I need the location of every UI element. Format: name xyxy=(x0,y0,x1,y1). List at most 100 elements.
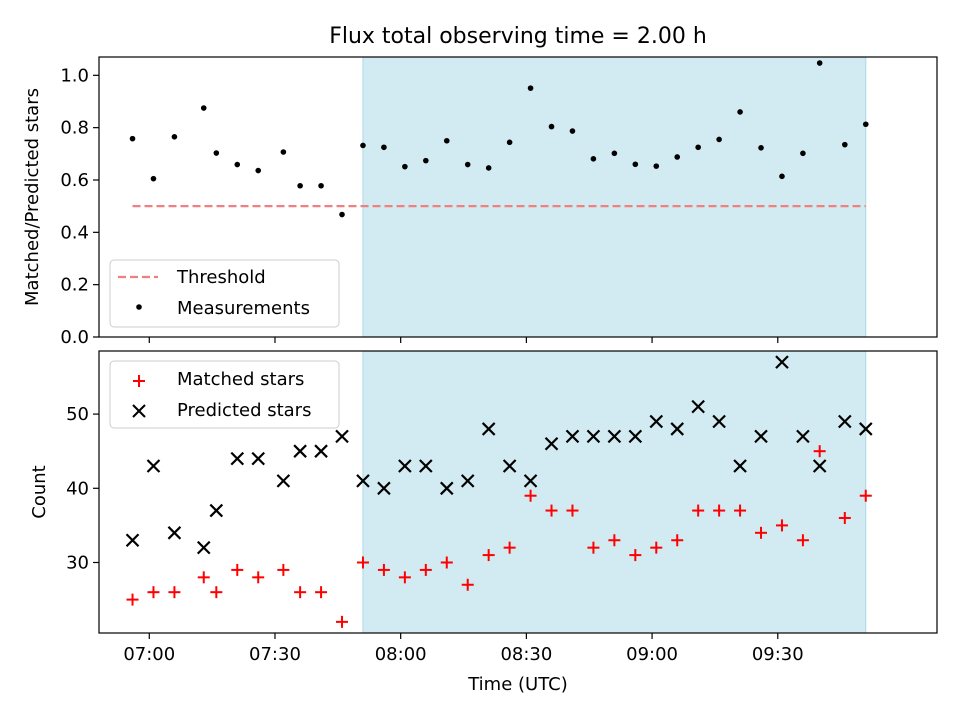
measurement-point xyxy=(339,211,345,218)
matched-stars-point xyxy=(734,504,747,517)
predicted-stars-point xyxy=(293,444,307,458)
matched-stars-point xyxy=(608,534,621,547)
top-shaded-interval-layer xyxy=(362,56,867,338)
measurement-point xyxy=(423,157,429,164)
bottom-legend-box xyxy=(109,360,340,429)
predicted-stars-point xyxy=(125,533,140,548)
matched-stars-point xyxy=(356,556,369,569)
bottom-axis-ticks: 30 40 50 07:00 07:30 08:00 08:30 09:00 09:30 xyxy=(66,404,804,665)
measurement-point xyxy=(280,149,287,155)
x-tick-label: 09:30 xyxy=(752,644,804,665)
matched-stars-point xyxy=(775,519,788,532)
predicted-stars-point xyxy=(733,459,747,473)
bottom-legend: Matched stars Predicted stars xyxy=(109,360,340,429)
predicted-stars-point xyxy=(858,422,873,436)
bot-y-tick-label: 50 xyxy=(66,404,89,425)
predicted-stars-point xyxy=(356,474,370,488)
measurement-point xyxy=(255,167,262,174)
measurement-point xyxy=(716,136,722,143)
measurement-point xyxy=(234,161,241,168)
legend-matched-swatch xyxy=(133,375,145,387)
measurement-point xyxy=(800,150,806,157)
predicted-stars-point xyxy=(314,444,328,458)
matched-stars-point xyxy=(147,586,160,599)
measurement-point xyxy=(150,175,157,182)
matched-stars-point xyxy=(692,504,705,517)
matched-stars-point xyxy=(650,541,663,554)
matched-stars-point xyxy=(859,489,872,502)
measurement-point xyxy=(842,141,848,148)
matched-stars-point xyxy=(755,526,768,539)
measurement-point xyxy=(569,128,576,134)
top-shaded-interval xyxy=(362,56,867,338)
matched-stars-point xyxy=(210,586,223,599)
top-panel: Flux total observing time = 2.00 h 0.0 0.… xyxy=(22,24,938,348)
x-tick-label: 08:30 xyxy=(500,644,552,665)
measurement-point xyxy=(611,150,618,157)
measurement-point xyxy=(213,150,220,156)
bot-y-tick-label: 40 xyxy=(66,478,89,499)
matched-stars-point xyxy=(419,563,432,576)
top-y-tick-label: 1.0 xyxy=(60,65,89,86)
predicted-stars-point xyxy=(838,414,852,429)
x-tick-label: 09:00 xyxy=(626,644,678,665)
matched-stars-point xyxy=(838,511,851,524)
top-y-tick-label: 0.4 xyxy=(60,222,89,243)
predicted-stars-point xyxy=(209,503,224,518)
legend-matched-label: Matched stars xyxy=(177,369,304,390)
legend-measurements-swatch xyxy=(136,304,142,310)
measurement-point xyxy=(779,173,785,180)
matched-stars-point xyxy=(796,534,809,547)
measurement-point xyxy=(590,155,597,162)
measurement-point xyxy=(171,134,178,140)
matched-stars-point xyxy=(482,549,495,562)
measurement-point xyxy=(632,161,639,168)
chart-title: Flux total observing time = 2.00 h xyxy=(329,24,707,49)
matched-stars-point xyxy=(197,571,210,584)
measurement-point xyxy=(506,139,513,146)
predicted-stars-point xyxy=(398,459,412,473)
measurement-point xyxy=(381,144,387,151)
top-y-tick-label: 0.8 xyxy=(60,118,89,139)
x-tick-label: 07:00 xyxy=(123,644,175,665)
matched-stars-point xyxy=(461,578,474,591)
predicted-stars-point xyxy=(276,474,291,488)
predicted-stars-point xyxy=(649,414,664,429)
measurement-point xyxy=(485,165,492,171)
top-y-tick-label: 0.0 xyxy=(60,327,89,348)
top-y-tick-label: 0.6 xyxy=(60,170,89,191)
matched-stars-point xyxy=(126,593,139,606)
matched-stars-point xyxy=(277,563,290,576)
top-plot-frame xyxy=(98,56,938,338)
matched-stars-point xyxy=(524,489,537,502)
predicted-stars-point xyxy=(502,459,517,473)
predicted-stars-point xyxy=(377,481,391,496)
measurement-point xyxy=(653,163,660,169)
predicted-stars-point xyxy=(691,399,705,414)
matched-stars-point xyxy=(231,563,244,576)
legend-threshold-label: Threshold xyxy=(176,267,266,288)
predicted-stars-point xyxy=(251,451,265,466)
measurement-point xyxy=(737,109,743,115)
predicted-stars-point xyxy=(670,422,684,436)
predicted-stars-point xyxy=(167,526,182,540)
measurement-point xyxy=(402,163,408,170)
bottom-y-axis-label: Count xyxy=(29,465,50,518)
predicted-stars-point xyxy=(565,429,580,444)
top-y-axis-label: Matched/Predicted stars xyxy=(22,88,43,306)
bottom-plot-frame xyxy=(98,350,938,634)
measurement-point xyxy=(674,154,681,160)
matched-stars-point xyxy=(440,556,453,569)
x-tick-label: 07:30 xyxy=(249,644,301,665)
predicted-stars-point xyxy=(544,436,559,451)
measurement-point xyxy=(200,105,207,111)
predicted-stars-point xyxy=(439,481,454,496)
measurement-point xyxy=(527,85,534,91)
legend-predicted-label: Predicted stars xyxy=(177,400,311,421)
matched-stars-point xyxy=(377,563,390,576)
bottom-series-layer xyxy=(125,355,873,628)
bottom-panel: 30 40 50 07:00 07:30 08:00 08:30 09:00 09:30 Cou… xyxy=(29,350,938,695)
matched-stars-point xyxy=(336,615,349,628)
matched-stars-point xyxy=(315,586,328,599)
measurement-point xyxy=(758,145,764,151)
